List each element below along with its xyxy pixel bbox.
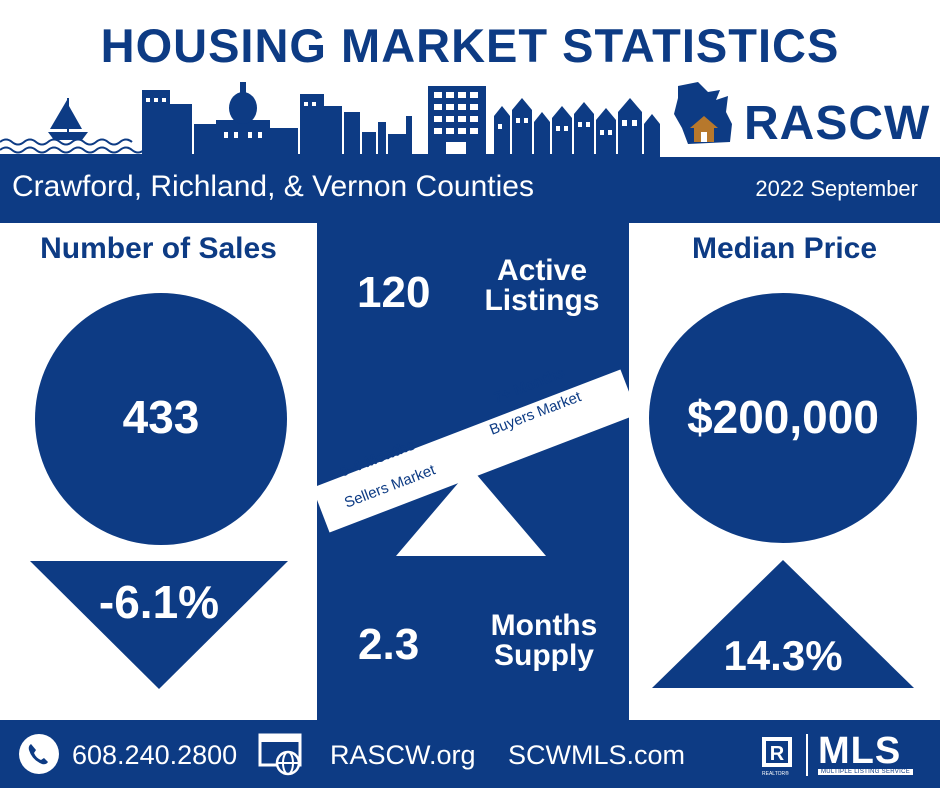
active-label-line2: Listings <box>484 284 600 317</box>
skyline-illustration <box>0 82 660 158</box>
sales-value: 433 <box>122 391 200 443</box>
region-band <box>0 157 940 223</box>
period-label: 2022 September <box>755 176 918 201</box>
realtor-r-icon: R <box>762 737 792 767</box>
region-label: Crawford, Richland, & Vernon Counties <box>12 170 534 203</box>
sales-change: -6.1% <box>98 576 220 628</box>
sales-title: Number of Sales <box>40 232 277 265</box>
wisconsin-house-logo-icon <box>674 82 732 144</box>
active-label-line1: Active <box>496 254 588 287</box>
page-title: HOUSING MARKET STATISTICS <box>100 19 840 72</box>
phone-icon[interactable] <box>18 733 60 775</box>
seesaw-fulcrum <box>396 468 546 556</box>
price-change-up-triangle <box>652 560 914 688</box>
website-link-rascw[interactable]: RASCW.org <box>330 740 476 770</box>
svg-text:R: R <box>770 743 785 765</box>
price-circle <box>649 293 917 543</box>
sales-circle <box>35 293 287 545</box>
months-supply-label: Months Supply <box>474 611 614 671</box>
phone-number[interactable]: 608.240.2800 <box>72 740 238 770</box>
price-title: Median Price <box>691 232 878 265</box>
sales-change-down-triangle <box>30 561 288 689</box>
website-link-scwmls[interactable]: SCWMLS.com <box>508 740 686 770</box>
logo-divider <box>806 734 808 776</box>
mls-subtitle: MULTIPLE LISTING SERVICE <box>818 769 913 775</box>
active-listings-label: Active Listings <box>472 256 612 316</box>
web-browser-icon[interactable] <box>258 731 304 777</box>
mls-logo-text: MLS <box>818 730 902 772</box>
rascw-logo-text: RASCW <box>744 97 931 150</box>
active-listings-number: 120 <box>357 268 431 317</box>
realtor-mark-text: REALTOR® <box>762 771 789 777</box>
price-change: 14.3% <box>723 632 843 679</box>
supply-label-line2: Supply <box>493 639 594 672</box>
months-supply-number: 2.3 <box>358 620 420 669</box>
price-value: $200,000 <box>687 391 879 443</box>
supply-label-line1: Months <box>490 609 598 642</box>
